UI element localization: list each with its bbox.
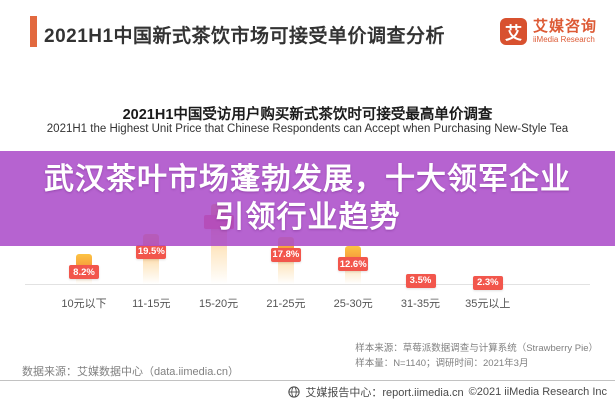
category-label: 35元以上 (465, 298, 511, 310)
copyright-text: ©2021 iiMedia Research Inc (468, 386, 607, 398)
category-label: 25-30元 (333, 298, 373, 310)
iimedia-logo: 艾 艾媒咨询 iiMedia Research (500, 18, 597, 45)
globe-icon (288, 386, 301, 398)
category-label: 31-35元 (400, 298, 441, 310)
value-label: 3.5% (405, 273, 436, 288)
sample-info-block: 样本来源：草莓派数据调查与计算系统（Strawberry Pie） 样本量：N=… (355, 341, 598, 371)
chart-title: 2021H1中国受访用户购买新式茶饮时可接受最高单价调查 (122, 107, 493, 123)
footer-divider (0, 380, 615, 381)
sample-size-note: 样本量：N=1140；调研时间：2021年3月 (355, 358, 529, 369)
report-center-bar: 艾媒报告中心：report.iimedia.cn ©2021 iiMedia R… (288, 384, 607, 400)
overlay-headline-line1: 武汉茶叶市场蓬勃发展，十大领军企业 (44, 162, 571, 196)
overlay-headline-line2: 引领行业趋势 (214, 200, 401, 234)
data-source-note: 数据来源：艾媒数据中心（data.iimedia.cn） (22, 366, 239, 378)
value-label: 12.6% (338, 257, 369, 272)
bar-cap (345, 246, 362, 260)
iimedia-logo-icon: 艾 (500, 18, 527, 45)
page-title: 2021H1中国新式茶饮市场可接受单价调查分析 (44, 26, 446, 47)
value-label: 2.3% (472, 275, 503, 290)
logo-name-cn: 艾媒咨询 (533, 18, 598, 35)
value-label: 17.8% (270, 247, 301, 262)
bar-cap (76, 254, 92, 268)
title-accent-bar (30, 16, 37, 47)
category-label: 11-15元 (132, 298, 171, 310)
overlay-banner: 武汉茶叶市场蓬勃发展，十大领军企业 引领行业趋势 (0, 151, 615, 246)
logo-name-en: iiMedia Research (533, 35, 595, 44)
report-center-url: 艾媒报告中心：report.iimedia.cn (305, 387, 464, 399)
x-axis-line (25, 284, 590, 285)
sample-source-note: 样本来源：草莓派数据调查与计算系统（Strawberry Pie） (355, 343, 598, 354)
chart-subtitle-en: 2021H1 the Highest Unit Price that Chine… (46, 123, 569, 135)
value-label: 19.5% (136, 244, 167, 259)
category-label: 10元以下 (61, 298, 107, 310)
category-label: 15-20元 (199, 298, 239, 310)
value-label: 8.2% (69, 265, 99, 280)
category-label: 21-25元 (266, 298, 306, 310)
